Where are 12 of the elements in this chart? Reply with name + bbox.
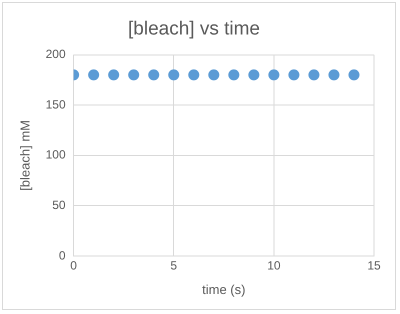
chart-title: [bleach] vs time (128, 18, 260, 40)
x-axis-title: time (s) (202, 282, 246, 297)
x-tick-label: 0 (70, 258, 78, 273)
y-tick-label: 100 (46, 148, 66, 162)
x-tick-label: 15 (367, 258, 381, 273)
y-axis-title: [bleach] mM (17, 120, 32, 191)
x-tick-label: 10 (267, 258, 281, 273)
y-tick-label: 0 (58, 248, 66, 262)
y-tick-label: 50 (52, 198, 66, 212)
y-tick-label: 200 (46, 47, 66, 62)
y-tick-label: 150 (46, 97, 66, 112)
x-tick-label: 5 (170, 258, 178, 273)
